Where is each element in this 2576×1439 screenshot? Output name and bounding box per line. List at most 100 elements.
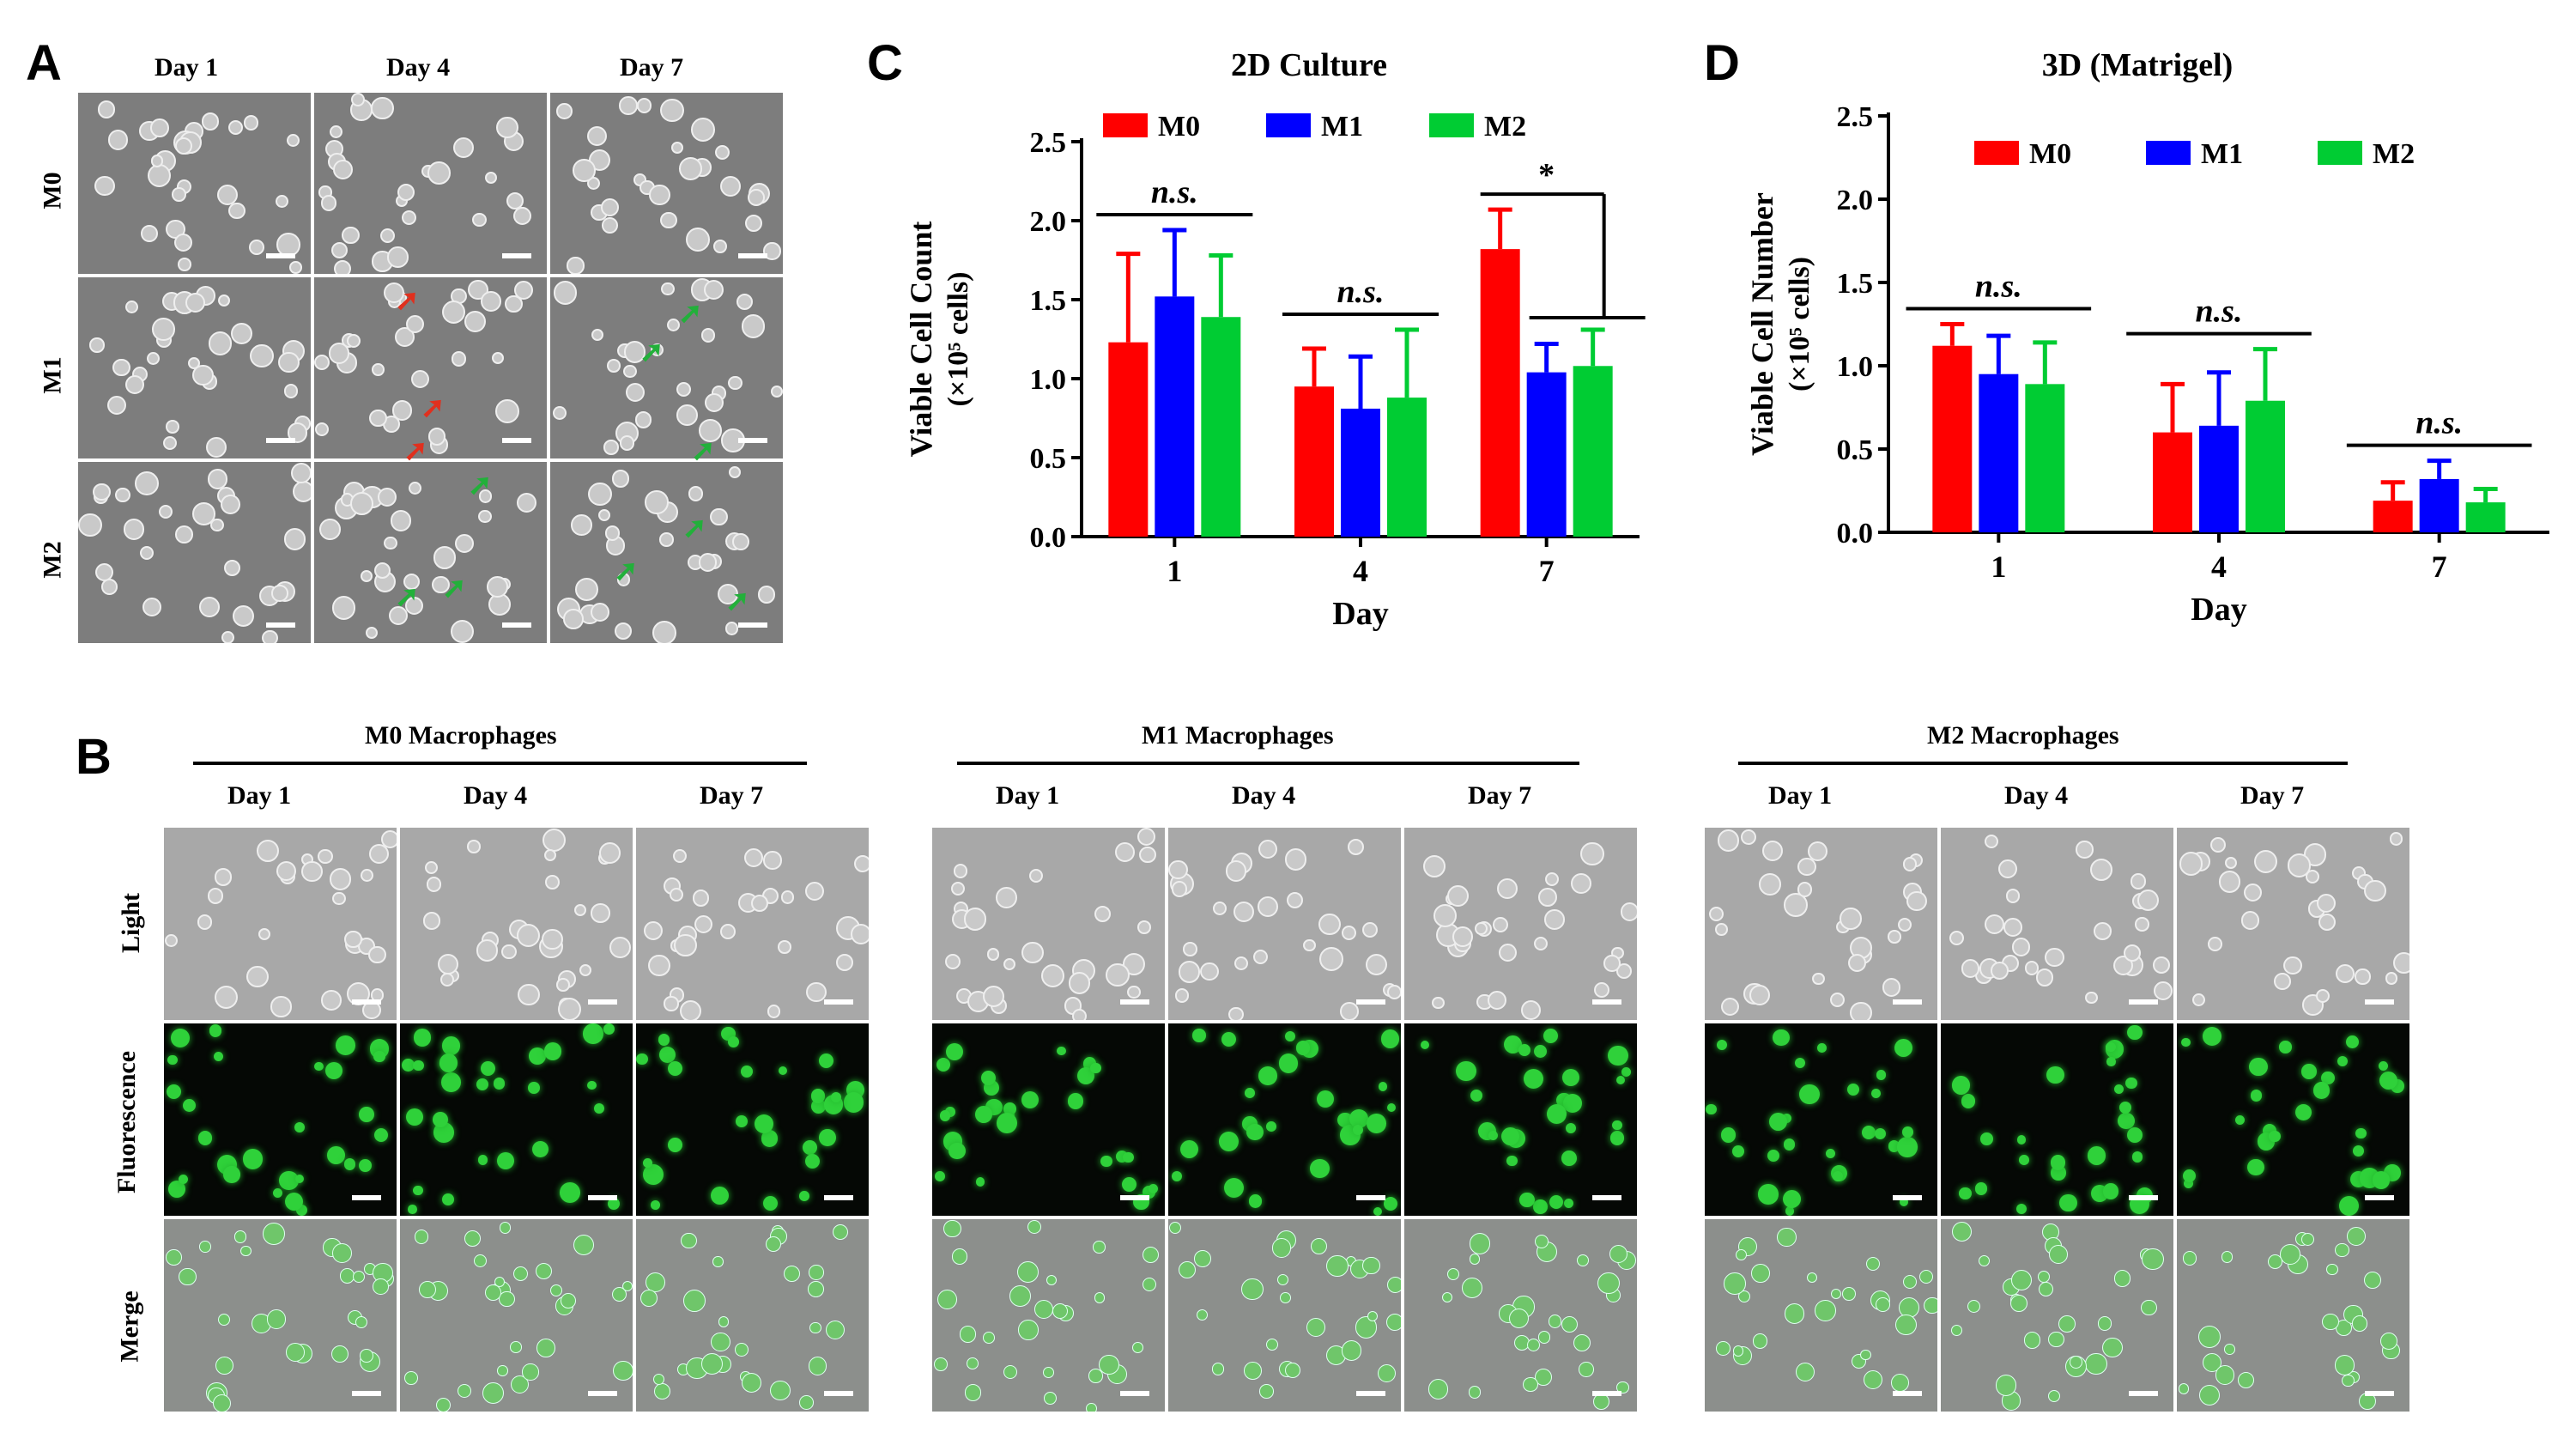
cell-shape (1894, 1038, 1913, 1057)
micrograph-m0-light-day4 (399, 827, 633, 1021)
cell-shape (332, 1242, 352, 1263)
cell-shape (401, 1058, 415, 1072)
cell-shape (505, 295, 523, 313)
scale-bar (1120, 999, 1149, 1005)
cell-shape (1303, 938, 1316, 951)
chart-2d-culture: 2D Culture 0.0 0.5 1.0 1.5 2.0 2.5 Viable Cell … (904, 47, 1646, 632)
cell-shape (2335, 963, 2355, 984)
cell-shape (997, 1113, 1017, 1134)
cell-shape (1175, 988, 1190, 1003)
cell-shape (982, 1331, 995, 1344)
cell-shape (2234, 1114, 2245, 1125)
micrograph-m0-day7 (549, 92, 784, 275)
cell-shape (1310, 1159, 1330, 1179)
bar-m2 (1201, 317, 1241, 537)
cell-shape (2153, 981, 2173, 1000)
cell-shape (1168, 859, 1188, 880)
cell-shape (939, 1110, 950, 1121)
cell-shape (1316, 1090, 1335, 1108)
cell-shape (2102, 1338, 2123, 1358)
cell-shape (634, 410, 652, 428)
scale-bar (1592, 999, 1621, 1005)
cell-shape (590, 602, 609, 622)
cell-shape (223, 559, 240, 576)
cell-shape (1017, 1260, 1039, 1283)
y-tick-label: 1.5 (1030, 285, 1067, 317)
scale-bar (1893, 999, 1922, 1005)
cell-shape (771, 386, 783, 398)
cell-shape (435, 1398, 451, 1412)
cell-shape (703, 279, 724, 301)
cell-shape (476, 939, 499, 962)
cell-shape (1100, 1155, 1112, 1168)
legend-label-m0: M0 (2029, 138, 2071, 170)
cell-shape (975, 1176, 985, 1187)
cell-shape (1777, 1227, 1797, 1247)
cell-shape (1752, 1333, 1768, 1350)
cell-shape (2178, 1383, 2190, 1394)
cell-shape (1815, 1299, 1836, 1321)
cell-shape (432, 1112, 448, 1128)
cell-shape (586, 125, 608, 147)
scale-bar (502, 253, 531, 258)
cell-shape (478, 489, 493, 503)
cell-shape (668, 1138, 682, 1152)
cell-shape (276, 195, 289, 209)
cell-shape (1522, 1376, 1538, 1393)
cell-shape (652, 1374, 664, 1386)
cell-shape (1609, 1131, 1625, 1146)
cell-shape (165, 934, 179, 948)
cell-shape (152, 318, 175, 341)
cell-shape (279, 1170, 300, 1191)
panel-b-col-label: Day 4 (1232, 781, 1296, 810)
cell-shape (1499, 943, 1518, 962)
cell-shape (1285, 1030, 1296, 1042)
cell-shape (2127, 1024, 2143, 1041)
cell-shape (439, 1053, 458, 1072)
cell-shape (711, 1332, 730, 1352)
cell-shape (432, 575, 450, 594)
cell-shape (2318, 914, 2337, 932)
cell-shape (290, 462, 311, 483)
scale-bar (738, 622, 767, 628)
cell-shape (1984, 914, 2004, 934)
cell-shape (320, 195, 336, 211)
cell-shape (2119, 1102, 2132, 1114)
cell-shape (240, 1246, 252, 1257)
cell-shape (342, 226, 360, 245)
cell-shape (1543, 1029, 1559, 1044)
cell-shape (1762, 840, 1784, 862)
cell-shape (506, 191, 524, 209)
cell-shape (2125, 1077, 2137, 1090)
cell-shape (1561, 1151, 1577, 1167)
cell-shape (1241, 1278, 1264, 1301)
green-arrow-icon: ➚ (639, 337, 664, 368)
cell-shape (1615, 962, 1632, 979)
cell-shape (350, 93, 365, 107)
cell-shape (741, 1065, 754, 1078)
cell-shape (744, 215, 762, 233)
cell-shape (372, 363, 385, 377)
cell-shape (747, 189, 765, 206)
cell-shape (2102, 1183, 2119, 1199)
cell-shape (1784, 1138, 1796, 1151)
cell-shape (945, 953, 961, 970)
cell-shape (1123, 1151, 1134, 1163)
cell-shape (2351, 1315, 2368, 1332)
cell-shape (509, 1341, 522, 1353)
scale-bar (352, 1195, 381, 1200)
cell-shape (101, 579, 118, 595)
micrograph-m0-merge-day1 (163, 1218, 397, 1412)
cell-shape (1984, 834, 1999, 848)
cell-shape (1537, 888, 1557, 908)
cell-shape (644, 921, 664, 941)
cell-shape (2058, 1315, 2076, 1333)
cell-shape (1257, 896, 1278, 917)
cell-shape (1057, 1046, 1066, 1056)
chart-3d-matrigel: 3D (Matrigel) 0.0 0.5 1.0 1.5 2.0 2.5 Viable Ce… (1745, 47, 2549, 628)
cell-shape (2221, 1251, 2233, 1263)
cell-shape (1715, 1341, 1730, 1356)
cell-shape (89, 337, 105, 353)
cell-shape (1616, 1381, 1629, 1394)
cell-shape (510, 1375, 530, 1394)
